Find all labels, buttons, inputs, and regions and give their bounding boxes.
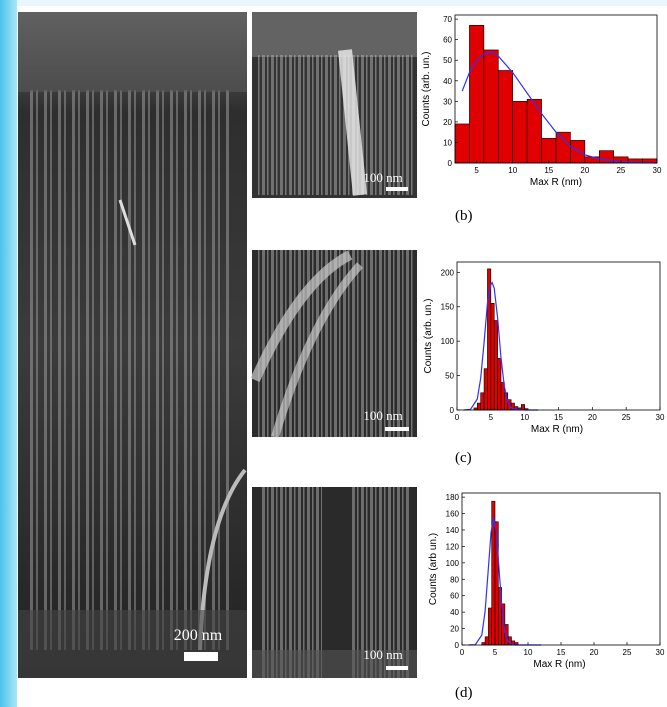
x-tick-label: 15 (544, 166, 553, 175)
y-tick-label: 80 (450, 575, 459, 584)
bar (476, 402, 481, 411)
x-tick-label: 25 (616, 166, 625, 175)
fit-curve (468, 517, 542, 646)
side-strip (0, 0, 17, 707)
top-strip (17, 0, 667, 6)
x-tick-label: 5 (474, 166, 479, 175)
y-tick-label: 40 (450, 608, 459, 617)
bar (512, 101, 528, 164)
y-tick-label: 70 (443, 15, 452, 24)
y-tick-label: 100 (446, 559, 460, 568)
x-tick-label: 30 (656, 648, 665, 657)
y-tick-label: 100 (441, 337, 455, 346)
x-tick-label: 10 (520, 413, 529, 422)
bar (483, 368, 488, 411)
x-tick-label: 30 (656, 413, 665, 422)
x-axis-label: Max R (nm) (531, 424, 583, 435)
bar (469, 24, 485, 164)
x-tick-label: 20 (588, 413, 597, 422)
scale-label: 100 nm (363, 647, 402, 662)
x-axis-label: Max R (nm) (530, 177, 582, 188)
sem-image-a: 200 nm (18, 12, 247, 678)
y-tick-label: 0 (450, 406, 455, 415)
plot-frame (454, 14, 658, 164)
x-tick-label: 30 (653, 166, 662, 175)
y-tick-label: 120 (446, 542, 460, 551)
x-tick-label: 0 (460, 648, 465, 657)
bar (555, 131, 571, 164)
x-tick-label: 5 (489, 413, 494, 422)
x-axis-label: Max R (nm) (533, 659, 585, 670)
x-tick-label: 15 (554, 413, 563, 422)
fit-curve (463, 281, 539, 411)
y-tick-label: 0 (448, 159, 453, 168)
y-axis-label: Counts (arb un.) (428, 533, 439, 605)
y-tick-label: 10 (443, 138, 452, 147)
y-tick-label: 50 (443, 56, 452, 65)
bar (483, 49, 499, 164)
y-tick-label: 40 (443, 77, 452, 86)
bar (488, 607, 492, 646)
y-tick-label: 20 (443, 118, 452, 127)
panel-caption: (c) (455, 450, 472, 466)
x-tick-label: 20 (590, 648, 599, 657)
y-tick-label: 150 (441, 303, 455, 312)
bar (497, 358, 502, 411)
panel-caption: (d) (455, 685, 473, 701)
y-tick-label: 180 (446, 493, 460, 502)
bar (497, 70, 514, 164)
bar (541, 138, 557, 164)
sem-image-d: 100 nm (252, 487, 417, 678)
y-tick-label: 60 (450, 592, 459, 601)
panel-caption: (b) (455, 208, 473, 224)
bar (520, 404, 525, 411)
y-tick-label: 60 (443, 36, 452, 45)
x-tick-label: 20 (580, 166, 589, 175)
x-tick-label: 10 (508, 166, 517, 175)
y-axis-label: Counts (arb. un.) (421, 51, 432, 126)
bar (570, 140, 586, 164)
x-tick-label: 10 (524, 648, 533, 657)
bar (493, 320, 498, 411)
y-axis-label: Counts (arb. un.) (423, 298, 434, 373)
x-tick-label: 15 (557, 648, 566, 657)
x-tick-label: 5 (493, 648, 498, 657)
sem-image-c: 100 nm (250, 250, 417, 439)
x-tick-label: 0 (455, 413, 460, 422)
y-tick-label: 140 (446, 526, 460, 535)
bar (454, 123, 470, 164)
scale-bar (184, 652, 218, 661)
y-tick-label: 160 (446, 510, 460, 519)
fit-curve (461, 51, 658, 164)
y-tick-label: 0 (455, 641, 460, 650)
sem-image-b: 100 nm (252, 12, 417, 198)
y-tick-label: 200 (441, 268, 455, 277)
x-tick-label: 25 (622, 413, 631, 422)
bar (526, 98, 542, 164)
bar (480, 392, 485, 411)
y-tick-label: 20 (450, 625, 459, 634)
scale-label: 100 nm (363, 170, 402, 185)
scale-label: 100 nm (363, 408, 402, 423)
y-tick-label: 30 (443, 97, 452, 106)
x-tick-label: 25 (623, 648, 632, 657)
bar (484, 636, 489, 646)
y-tick-label: 50 (445, 372, 454, 381)
bar (490, 303, 495, 411)
scale-label: 200 nm (174, 627, 223, 644)
